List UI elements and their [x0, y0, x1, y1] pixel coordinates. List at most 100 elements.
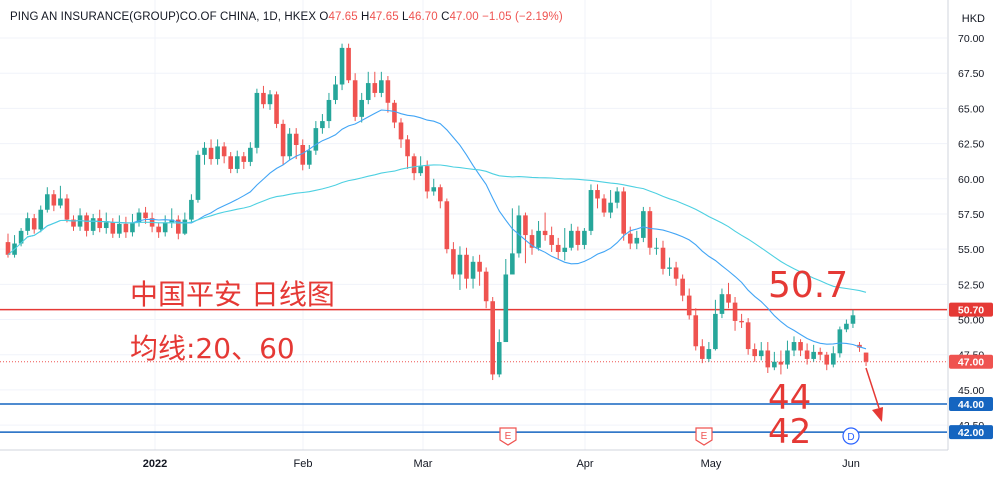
candle-body [863, 352, 869, 362]
y-tick-label: 62.50 [958, 139, 984, 151]
candle-body [837, 329, 843, 354]
candle-body [418, 166, 423, 174]
price-label-box [949, 425, 993, 440]
candle-body [385, 80, 391, 103]
change-value: −1.05 (−2.19%) [482, 11, 563, 23]
y-tick-label: 60.00 [958, 174, 984, 186]
candle-body [143, 212, 148, 219]
candle-body [333, 84, 338, 100]
candle-body [765, 350, 771, 368]
candle-body [372, 83, 378, 93]
candle-body [804, 350, 810, 359]
axes [0, 0, 949, 451]
candle-body [477, 261, 482, 272]
candle-body [464, 254, 469, 279]
candle-body [752, 349, 757, 357]
candle-body [483, 271, 489, 302]
price-label-box [949, 396, 993, 411]
candle-body [778, 361, 784, 365]
price-label-text: 42.00 [958, 427, 984, 439]
price-label-text: 44.00 [958, 399, 984, 411]
candle-body [392, 102, 397, 123]
candle-body [5, 242, 11, 255]
event-label: E [505, 431, 512, 442]
ma60-line [7, 164, 867, 293]
candle-body [287, 133, 292, 157]
chart-header: PING AN INSURANCE(GROUP)CO.OF CHINA, 1D,… [10, 11, 563, 23]
high-label: H [361, 11, 370, 23]
y-tick-label: 65.00 [958, 103, 984, 115]
candle-body [136, 212, 142, 223]
candle-body [307, 150, 312, 165]
candle-body [254, 92, 260, 148]
candle-body [241, 156, 247, 162]
candle-body [84, 215, 89, 231]
candle-body [667, 267, 672, 269]
candle-body [706, 349, 712, 359]
candle-body [359, 99, 364, 117]
y-tick-label: 50.00 [958, 315, 984, 327]
candle-body [25, 218, 30, 231]
symbol-title: PING AN INSURANCE(GROUP)CO.OF CHINA, 1D,… [10, 11, 317, 23]
candle-body [90, 218, 96, 231]
dividend-marker [842, 427, 860, 445]
candle-body [510, 253, 515, 275]
candle-body [542, 230, 548, 236]
x-tick-label: Feb [294, 458, 313, 470]
candle-body [130, 222, 135, 233]
candle-body [686, 295, 692, 316]
grid-lines [0, 0, 947, 450]
close-label: C [441, 11, 450, 23]
candle-body [424, 166, 430, 192]
candle-body [758, 350, 764, 357]
candle-body [405, 139, 410, 157]
low-label: L [402, 11, 409, 23]
high-value: 47.65 [369, 11, 399, 23]
y-tick-label: 70.00 [958, 33, 984, 45]
candle-body [123, 223, 129, 233]
candle-body [248, 147, 253, 162]
candle-body [228, 156, 233, 169]
candle-body [365, 83, 371, 100]
candle-body [660, 247, 666, 269]
candle-body [71, 219, 76, 227]
candle-body [680, 278, 685, 296]
candle-body [313, 128, 319, 151]
candle-body [411, 156, 417, 174]
candle-body [614, 191, 620, 203]
candle-body [202, 147, 207, 155]
candle-body [844, 323, 849, 330]
candle-body [293, 133, 299, 145]
candle-body [320, 121, 325, 129]
candle-body [798, 342, 803, 351]
price-labels: 50.70 47.00 44.00 42.00 [949, 302, 993, 440]
candle-body [608, 202, 613, 213]
open-label: O [319, 11, 329, 23]
price-label-text: 47.00 [958, 357, 984, 369]
candle-body [490, 301, 495, 375]
candle-body [18, 230, 24, 244]
candle-body [817, 351, 823, 355]
candle-body [58, 198, 63, 206]
candle-body [772, 361, 777, 368]
chart-annotation-title: 中国平安 日线图 [130, 278, 335, 311]
price-label-text: 50.70 [958, 305, 984, 317]
candle-body [38, 209, 44, 230]
candle-body [352, 80, 358, 117]
down-arrow-icon [865, 367, 883, 422]
event-label: E [701, 431, 708, 442]
candle-body [700, 346, 705, 359]
y-tick-label: 45.00 [958, 385, 984, 397]
candle-body [169, 219, 175, 223]
x-axis-ticks: 2022 Feb Mar Apr May Jun [143, 458, 860, 470]
candle-body [824, 354, 830, 365]
earnings-marker [499, 427, 517, 446]
chart-annotation-ma: 均线:20、60 [130, 332, 295, 365]
close-value: 47.00 [449, 11, 479, 23]
open-value: 47.65 [328, 11, 358, 23]
candle-body [575, 230, 581, 245]
x-tick-label: Apr [576, 458, 593, 470]
x-tick-label: May [701, 458, 722, 470]
